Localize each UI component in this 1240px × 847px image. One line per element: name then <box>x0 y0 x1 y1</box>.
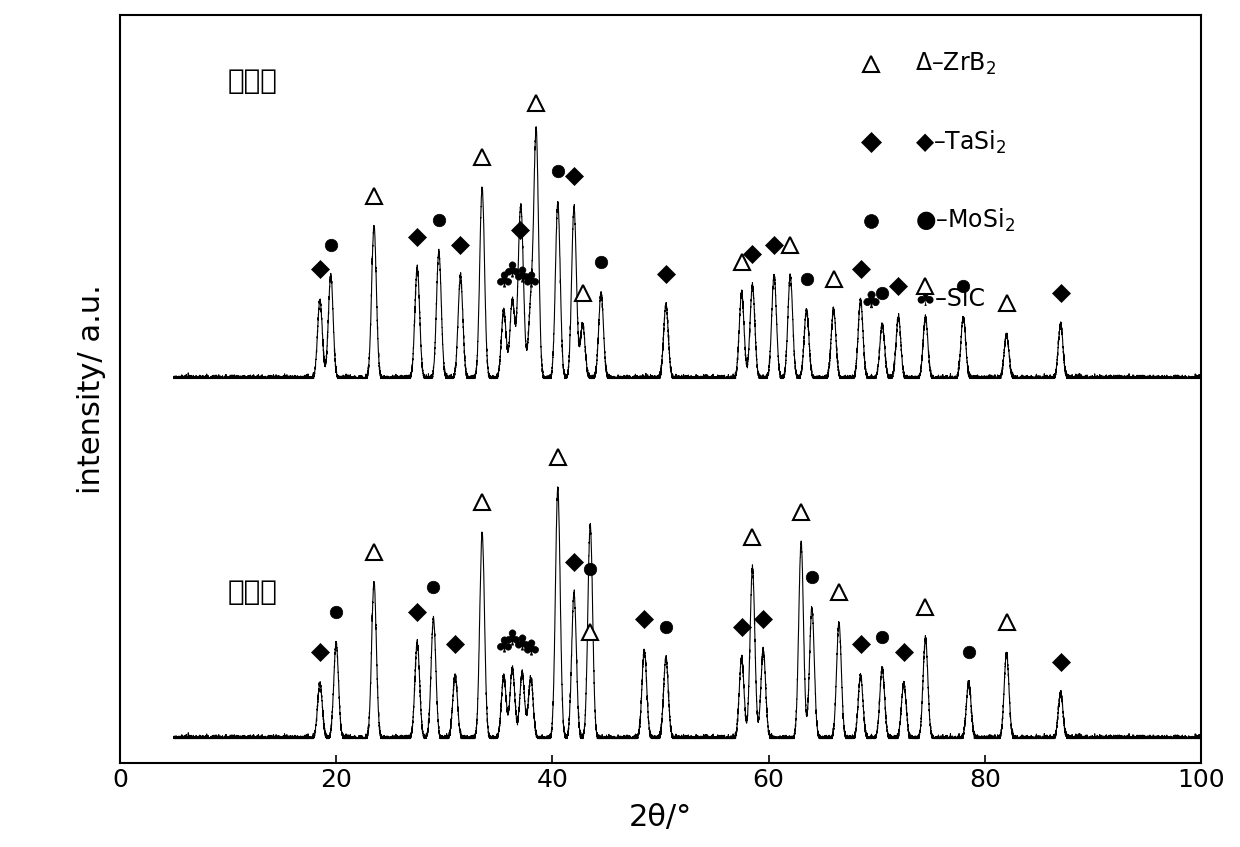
Y-axis label: intensity/ a.u.: intensity/ a.u. <box>77 284 105 494</box>
Text: 团聚粉: 团聚粉 <box>228 578 278 606</box>
Text: ♣–SiC: ♣–SiC <box>915 287 986 311</box>
Text: ◆–TaSi$_2$: ◆–TaSi$_2$ <box>915 129 1006 156</box>
Text: $\Delta$–ZrB$_2$: $\Delta$–ZrB$_2$ <box>915 51 996 77</box>
Text: ●–MoSi$_2$: ●–MoSi$_2$ <box>915 208 1014 235</box>
Text: 球化粉: 球化粉 <box>228 68 278 96</box>
X-axis label: 2θ/°: 2θ/° <box>629 803 692 832</box>
